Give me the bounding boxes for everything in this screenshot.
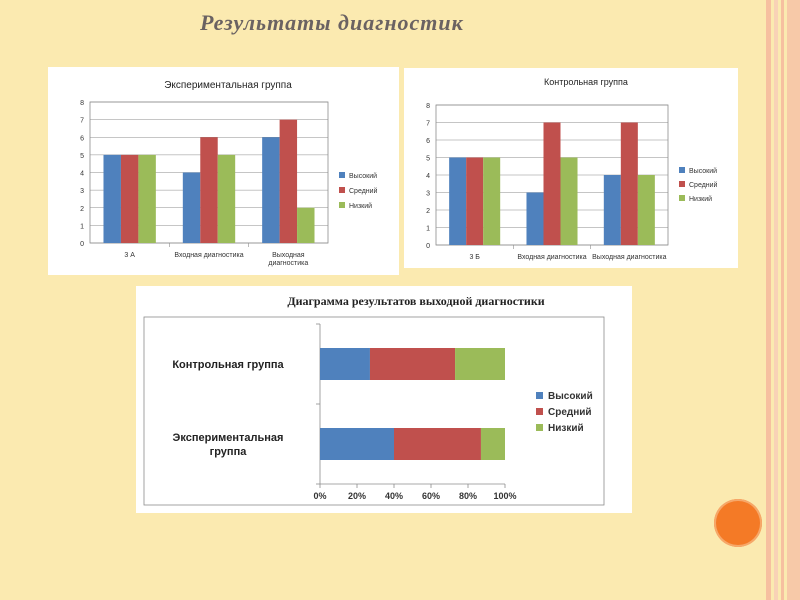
y-tick-label: 8 (426, 103, 430, 110)
y-tick-label: 4 (426, 173, 430, 180)
y-tick-label: 2 (426, 208, 430, 215)
chart-frame (143, 316, 605, 506)
y-tick-label: 7 (426, 121, 430, 128)
bar-Высокий-1 (182, 172, 201, 243)
chart-panel-control: Контрольная группа 0 1 2 3 4 5 6 7 8 3 Б Входная ди… (404, 68, 738, 268)
bar-Высокий-0 (320, 348, 370, 380)
y-tick-label: 1 (426, 226, 430, 233)
chart-title: Диаграмма результатов выходной диагности… (287, 294, 544, 308)
y-tick-label: 4 (80, 171, 84, 178)
chart-exit-diagnostics: Диаграмма результатов выходной диагности… (143, 294, 605, 506)
y-tick-label: 2 (80, 206, 84, 213)
legend-swatch (679, 195, 685, 201)
legend-label: Низкий (689, 195, 712, 203)
y-tick-label: 3 (426, 191, 430, 198)
chart-experimental-group: Экспериментальная группа 0 1 2 3 4 5 6 7 8 3 А Вход… (80, 80, 378, 267)
bar-Низкий-0 (455, 348, 505, 380)
bar-Средний-0 (120, 154, 139, 243)
chart-title: Контрольная группа (544, 77, 628, 87)
bar-Средний-1 (394, 428, 481, 460)
x-category-label: 3 Б (469, 254, 480, 261)
legend-label: Низкий (349, 202, 372, 210)
y-tick-label: 1 (80, 223, 84, 230)
bar-Высокий-1 (526, 192, 544, 245)
x-category-label: Входная диагностика (517, 254, 586, 261)
legend-swatch (679, 167, 685, 173)
bar-Средний-0 (466, 157, 484, 245)
slide-title: Результаты диагностик (200, 10, 464, 35)
legend-swatch (339, 202, 345, 208)
decor-stripe-1 (766, 0, 771, 600)
x-category-label: 3 А (124, 252, 135, 259)
bar-Высокий-1 (320, 428, 394, 460)
chart-control-group: Контрольная группа 0 1 2 3 4 5 6 7 8 3 Б Входная ди… (426, 77, 718, 261)
legend-swatch (679, 181, 685, 187)
legend-swatch (536, 392, 543, 399)
y-tick-label: 5 (426, 156, 430, 163)
x-tick-label: 20% (348, 491, 366, 501)
x-tick-label: 60% (422, 491, 440, 501)
chart-title: Экспериментальная группа (164, 80, 292, 91)
bar-Высокий-2 (262, 137, 280, 243)
bar-Низкий-0 (483, 157, 501, 245)
y-tick-label: 5 (80, 153, 84, 160)
legend-label: Низкий (548, 423, 584, 434)
y-category-label: Контрольная группа (172, 359, 284, 371)
decor-stripe-2 (774, 0, 778, 600)
chart-panel-exit-diagnostics: Диаграмма результатов выходной диагности… (136, 286, 632, 513)
bar-Высокий-2 (603, 175, 621, 245)
legend-swatch (339, 172, 345, 178)
y-tick-label: 3 (80, 188, 84, 195)
y-tick-label: 7 (80, 118, 84, 125)
x-tick-label: 0% (313, 491, 326, 501)
y-tick-label: 6 (426, 138, 430, 145)
y-tick-label: 6 (80, 135, 84, 142)
legend-label: Высокий (349, 172, 377, 180)
legend-label: Средний (349, 187, 378, 195)
bar-Низкий-0 (138, 154, 156, 243)
bar-Низкий-1 (480, 428, 505, 460)
decor-stripe-4 (787, 0, 800, 600)
legend-swatch (339, 187, 345, 193)
y-tick-label: 8 (80, 100, 84, 107)
bar-Средний-0 (369, 348, 456, 380)
chart-panel-experimental: Экспериментальная группа 0 1 2 3 4 5 6 7 8 3 А Вход… (48, 67, 399, 275)
y-category-label: Экспериментальная группа (173, 432, 284, 458)
x-category-label: Входная диагностика (174, 252, 243, 259)
x-category-label: Выходная диагностика (592, 254, 666, 261)
bar-Высокий-0 (449, 157, 467, 245)
bar-Низкий-2 (297, 207, 315, 243)
x-tick-label: 40% (385, 491, 403, 501)
bar-Средний-2 (279, 119, 298, 243)
bar-Средний-2 (620, 122, 638, 245)
legend-swatch (536, 424, 543, 431)
bar-Высокий-0 (103, 154, 121, 243)
y-tick-label: 0 (426, 243, 430, 250)
bar-Низкий-1 (560, 157, 578, 245)
bar-Средний-1 (543, 122, 561, 245)
decor-orange-circle (714, 499, 762, 547)
legend-swatch (536, 408, 543, 415)
x-tick-label: 80% (459, 491, 477, 501)
y-tick-label: 0 (80, 241, 84, 248)
bar-Низкий-1 (217, 154, 236, 243)
bar-Средний-1 (200, 137, 218, 243)
x-category-label: Выходная диагностика (268, 252, 308, 267)
legend-label: Средний (689, 181, 718, 189)
legend-label: Высокий (548, 391, 593, 402)
legend-label: Высокий (689, 167, 717, 175)
legend-label: Средний (548, 407, 592, 418)
decor-stripe-3 (781, 0, 784, 600)
bar-Низкий-2 (637, 175, 655, 245)
x-tick-label: 100% (493, 491, 516, 501)
